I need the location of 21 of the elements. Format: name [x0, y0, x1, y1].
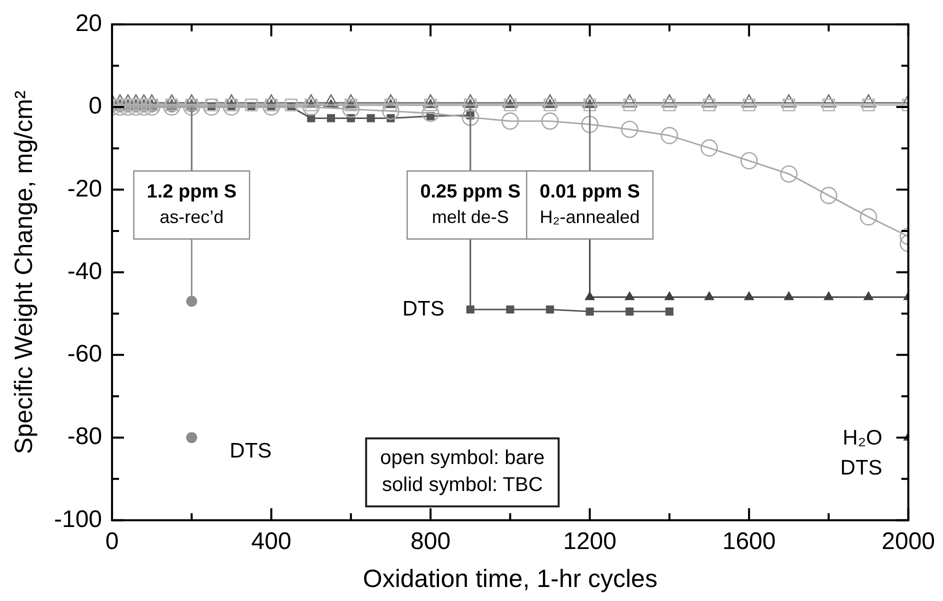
x-tick-label: 400 — [251, 528, 292, 556]
y-tick-label: -40 — [67, 258, 102, 285]
y-tick-label: -100 — [54, 506, 102, 533]
y-axis-title: Specific Weight Change, mg/cm² — [10, 90, 38, 454]
annotation: open symbol: bare solid symbol: TBC — [380, 446, 545, 496]
y-tick-label: -60 — [67, 340, 102, 368]
x-tick-label: 800 — [410, 528, 451, 556]
annotation: H₂O DTS — [840, 426, 882, 480]
annotation: 0.25 ppm S melt de-S — [420, 181, 521, 227]
x-tick-label: 1200 — [563, 528, 616, 556]
x-tick-label: 2000 — [882, 528, 935, 556]
x-tick-label: 1600 — [722, 528, 776, 556]
y-tick-label: -20 — [67, 175, 102, 202]
y-tick-label: 20 — [75, 10, 102, 38]
annotation: DTS — [402, 297, 444, 320]
y-tick-label: 0 — [88, 92, 102, 120]
y-tick-label: -80 — [67, 423, 102, 450]
x-axis-title: Oxidation time, 1-hr cycles — [362, 564, 658, 593]
annotation: DTS — [230, 439, 272, 462]
annotation: 0.01 ppm S H₂-annealed — [540, 181, 640, 227]
annotation: 1.2 ppm S as-rec’d — [146, 181, 237, 227]
